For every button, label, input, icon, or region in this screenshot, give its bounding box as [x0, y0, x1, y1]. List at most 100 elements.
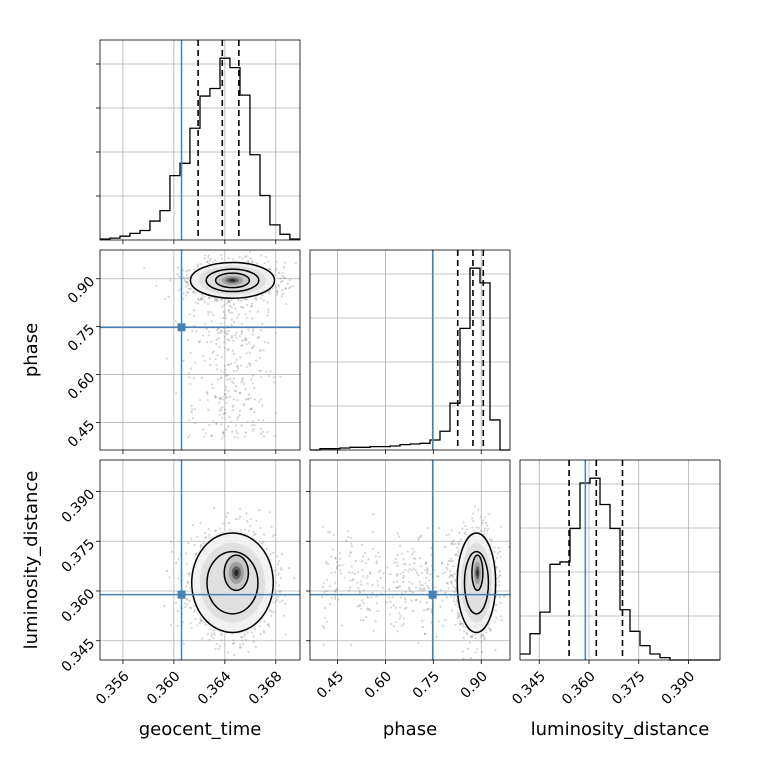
sample-point: [411, 548, 414, 551]
sample-point: [220, 639, 223, 642]
sample-point: [247, 259, 250, 262]
sample-point: [234, 307, 237, 310]
sample-point: [189, 287, 192, 291]
y-tick-label-phase: 0.60: [65, 370, 98, 403]
sample-point: [222, 371, 226, 374]
sample-point: [252, 330, 255, 333]
sample-point: [358, 604, 362, 607]
sample-point: [241, 344, 244, 347]
sample-point: [266, 430, 269, 434]
sample-point: [212, 420, 215, 423]
y-tick-label-phase: 0.75: [65, 322, 98, 355]
sample-point: [489, 538, 492, 541]
sample-point: [404, 600, 407, 604]
sample-point: [210, 383, 213, 386]
sample-point: [364, 562, 367, 565]
density-contour: [205, 268, 260, 293]
y-axis-label-phase: phase: [21, 323, 42, 377]
sample-point: [376, 609, 379, 613]
sample-point: [348, 571, 351, 574]
sample-point: [216, 297, 219, 301]
sample-point: [437, 620, 440, 623]
sample-point: [221, 405, 224, 409]
sample-point: [412, 550, 416, 554]
sample-point: [187, 572, 190, 575]
sample-point: [193, 324, 196, 327]
sample-point: [250, 302, 254, 305]
sample-point: [212, 314, 215, 317]
sample-point: [191, 330, 194, 333]
sample-point: [251, 317, 254, 320]
sample-point: [234, 424, 238, 427]
sample-point: [392, 625, 395, 628]
sample-point: [458, 615, 461, 618]
sample-point: [234, 389, 237, 392]
sample-point: [279, 567, 282, 570]
sample-point: [334, 589, 337, 592]
sample-point: [464, 533, 467, 536]
sample-point: [305, 527, 307, 529]
sample-point: [197, 298, 201, 302]
sample-point: [335, 588, 338, 592]
hist-step-phase: [310, 267, 510, 451]
density-shade: [476, 569, 479, 577]
sample-point: [262, 419, 265, 422]
sample-point: [378, 555, 381, 559]
sample-point: [269, 267, 272, 270]
sample-point: [469, 635, 472, 638]
sample-point: [399, 544, 402, 547]
sample-point: [489, 629, 492, 632]
sample-point: [367, 608, 371, 611]
truth-marker: [177, 590, 186, 599]
sample-point: [256, 310, 259, 313]
sample-point: [433, 569, 436, 572]
sample-point: [224, 373, 227, 376]
sample-point: [268, 511, 271, 514]
sample-point: [497, 584, 501, 587]
sample-point: [449, 573, 453, 577]
sample-point: [358, 591, 362, 595]
sample-point: [328, 585, 332, 588]
sample-point: [207, 310, 210, 314]
sample-point: [168, 576, 171, 579]
sample-point: [358, 605, 361, 608]
sample-point: [232, 381, 235, 385]
sample-point: [184, 585, 188, 588]
sample-point: [176, 624, 179, 628]
sample-point: [269, 370, 272, 373]
sample-point: [203, 536, 207, 540]
sample-point: [199, 619, 203, 622]
sample-point: [275, 267, 278, 270]
sample-point: [278, 600, 281, 603]
sample-point: [260, 542, 264, 545]
x-tick-label-phase: 0.90: [458, 668, 491, 701]
sample-point: [404, 607, 407, 610]
sample-point: [227, 300, 231, 303]
sample-point: [230, 336, 233, 339]
sample-point: [377, 551, 380, 554]
scatter-frame-geocent_time-luminosity_distance: [99, 459, 301, 661]
density-contour: [206, 550, 259, 615]
sample-point: [232, 339, 235, 342]
sample-point: [273, 611, 276, 614]
sample-point: [496, 552, 500, 555]
sample-point: [250, 305, 253, 308]
sample-point: [217, 337, 220, 340]
sample-point: [243, 435, 246, 438]
sample-point: [230, 298, 233, 302]
sample-point: [185, 562, 188, 566]
sample-point: [372, 629, 375, 632]
sample-point: [448, 575, 451, 579]
sample-point: [480, 640, 483, 643]
x-tick-label-geocent_time: 0.368: [246, 668, 286, 708]
sample-point: [257, 400, 261, 404]
sample-point: [424, 562, 427, 566]
sample-point: [345, 539, 348, 542]
sample-point: [426, 584, 429, 588]
sample-point: [182, 297, 185, 301]
sample-point: [323, 590, 326, 593]
sample-point: [251, 261, 254, 264]
sample-point: [277, 595, 280, 598]
sample-point: [218, 397, 221, 400]
sample-point: [421, 626, 424, 629]
